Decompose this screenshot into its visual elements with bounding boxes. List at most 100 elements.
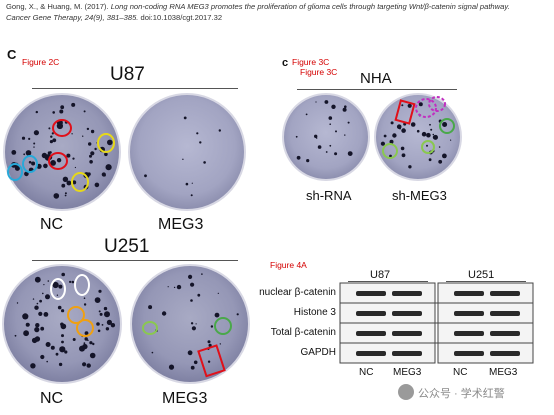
- colony-dot: [50, 345, 55, 350]
- colony-dot: [217, 292, 219, 294]
- colony-dot: [92, 342, 95, 346]
- colony-dot: [60, 105, 65, 110]
- colony-dot: [52, 138, 57, 143]
- colony-dot: [400, 146, 405, 151]
- colony-dot: [389, 139, 394, 144]
- colony-dot: [390, 121, 394, 125]
- colony-dot: [208, 343, 212, 347]
- colony-dot: [53, 193, 60, 199]
- colony-dot: [173, 286, 176, 289]
- colony-dot: [51, 132, 54, 135]
- colony-dot: [61, 272, 65, 277]
- colony-dot: [418, 102, 423, 107]
- colony-dot: [64, 194, 67, 197]
- annotation-lightgreen-oval: [142, 321, 158, 335]
- colony-dot: [38, 311, 43, 316]
- colony-dot: [110, 323, 116, 328]
- colony-dot: [64, 350, 68, 354]
- colony-dot: [43, 284, 45, 286]
- colony-dot: [383, 134, 387, 138]
- plate-nha-shrna: [282, 93, 370, 181]
- colony-dot: [401, 153, 406, 158]
- colony-dot: [407, 103, 412, 108]
- blot-column-label: MEG3: [489, 367, 518, 378]
- plate-nha-shmeg3: [374, 93, 462, 181]
- blot-bands: [356, 291, 520, 356]
- colony-dot: [306, 159, 310, 163]
- blot-band: [356, 291, 386, 296]
- western-blot-panel: [339, 282, 534, 364]
- colony-dot: [401, 104, 404, 107]
- colony-dot: [176, 284, 182, 290]
- colony-dot: [86, 127, 90, 131]
- colony-dot: [25, 150, 32, 156]
- colony-dot: [450, 139, 452, 141]
- colony-dot: [438, 159, 443, 164]
- colony-dot: [401, 128, 406, 133]
- colony-dot: [103, 306, 108, 311]
- blot-band: [392, 351, 422, 356]
- blot-band: [490, 311, 520, 316]
- colony-dot: [41, 152, 48, 159]
- colony-dot: [295, 135, 298, 138]
- blot-group-divider: [348, 281, 428, 282]
- annotation-yellow-oval: [97, 133, 115, 153]
- colony-dot: [442, 153, 447, 159]
- colony-dot: [325, 151, 328, 153]
- colony-dot: [35, 110, 38, 114]
- annotation-magenta-oval: [415, 98, 437, 118]
- colony-dot: [16, 302, 19, 304]
- colony-dot: [334, 152, 338, 156]
- annotation-red-rectangle: [394, 99, 416, 125]
- colony-dot: [46, 360, 48, 363]
- colony-dot: [69, 280, 72, 283]
- colony-dot: [236, 313, 239, 316]
- blot-band: [490, 331, 520, 336]
- blot-band: [454, 351, 484, 356]
- annotation-orange-oval: [67, 306, 85, 324]
- colony-dot: [167, 286, 169, 288]
- colony-dot: [144, 174, 147, 178]
- blot-band: [356, 331, 386, 336]
- colony-dot: [428, 158, 432, 162]
- colony-dot: [61, 340, 64, 344]
- colony-dot: [190, 365, 195, 370]
- nha-plate-label: sh-RNA: [306, 188, 352, 203]
- colony-dot: [347, 151, 353, 157]
- colony-dot: [183, 116, 187, 120]
- annotation-white-oval: [74, 274, 90, 296]
- colony-dot: [71, 133, 73, 135]
- colony-dot: [33, 146, 35, 148]
- colony-dot: [344, 105, 347, 108]
- annotation-red-oval: [48, 152, 68, 170]
- colony-dot: [50, 160, 56, 166]
- colony-dot: [32, 298, 35, 300]
- colony-dot: [421, 131, 427, 137]
- colony-dot: [380, 141, 385, 146]
- colony-dot: [48, 127, 51, 130]
- annotation-yellow-oval: [71, 172, 89, 192]
- colony-dot: [58, 284, 63, 289]
- colony-dot: [191, 182, 193, 184]
- colony-dot: [52, 281, 59, 289]
- colony-dot: [43, 163, 48, 169]
- blot-row-label: Histone 3: [293, 307, 336, 318]
- colony-dot: [60, 322, 64, 327]
- colony-dot: [317, 145, 322, 149]
- colony-dot: [89, 352, 96, 359]
- colony-dot: [161, 311, 167, 316]
- colony-dot: [49, 140, 54, 144]
- colony-dot: [199, 141, 202, 144]
- u87-divider: [32, 88, 238, 89]
- colony-dot: [72, 157, 75, 160]
- annotation-white-oval: [50, 278, 66, 300]
- colony-dot: [187, 350, 193, 356]
- colony-dot: [83, 297, 86, 300]
- colony-dot: [105, 327, 110, 331]
- colony-dot: [34, 276, 41, 283]
- nha-plate-label: sh-MEG3: [392, 188, 447, 203]
- colony-dot: [14, 334, 17, 337]
- citation-doi: doi:10.1038/cgt.2017.32: [140, 12, 223, 22]
- colony-dot: [193, 360, 198, 365]
- colony-dot: [344, 134, 346, 136]
